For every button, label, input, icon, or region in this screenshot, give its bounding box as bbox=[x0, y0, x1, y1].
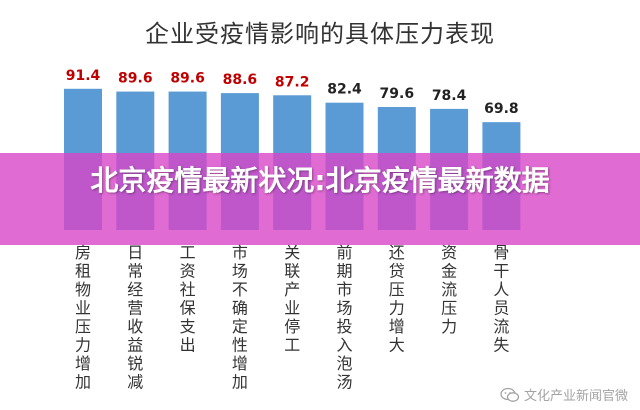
value-label-2: 89.6 bbox=[118, 71, 153, 87]
category-label-5: 关联产业停工 bbox=[284, 243, 300, 355]
category-labels-group: 房租物业压力增加 日常经营收益锐减 工资社保支出 市场不确定性增加 关联产业停工 前期市场… bbox=[75, 243, 509, 392]
value-label-9: 69.8 bbox=[484, 101, 519, 117]
value-label-6: 82.4 bbox=[327, 82, 362, 98]
value-labels-group: 91.4 89.6 89.6 88.6 87.2 82.4 79.6 78.4 69.8 bbox=[66, 68, 519, 117]
chart-title: 企业受疫情影响的具体压力表现 bbox=[145, 20, 495, 48]
value-label-1: 91.4 bbox=[66, 68, 101, 84]
category-label-2: 日常经营收益锐减 bbox=[127, 243, 143, 392]
category-label-8: 资金流压力 bbox=[441, 243, 457, 336]
overlay-banner: 北京疫情最新状况:北京疫情最新数据 bbox=[0, 153, 640, 245]
category-label-4: 市场不确定性增加 bbox=[232, 243, 248, 392]
watermark: 文化产业新闻官微 bbox=[500, 385, 628, 404]
category-label-9: 骨干人员流失 bbox=[493, 243, 509, 355]
watermark-text: 文化产业新闻官微 bbox=[523, 389, 628, 404]
value-label-8: 78.4 bbox=[432, 88, 467, 104]
category-label-6: 前期市场投入泡汤 bbox=[336, 243, 352, 392]
category-label-3: 工资社保支出 bbox=[180, 243, 196, 355]
value-label-7: 79.6 bbox=[380, 86, 415, 102]
value-label-4: 88.6 bbox=[223, 72, 258, 88]
value-label-3: 89.6 bbox=[170, 71, 205, 87]
category-label-1: 房租物业压力增加 bbox=[75, 243, 91, 392]
overlay-caption: 北京疫情最新状况:北京疫情最新数据 bbox=[90, 164, 550, 197]
category-label-7: 还贷压力增大 bbox=[389, 243, 405, 355]
value-label-5: 87.2 bbox=[275, 74, 310, 90]
wechat-icon bbox=[500, 387, 520, 402]
